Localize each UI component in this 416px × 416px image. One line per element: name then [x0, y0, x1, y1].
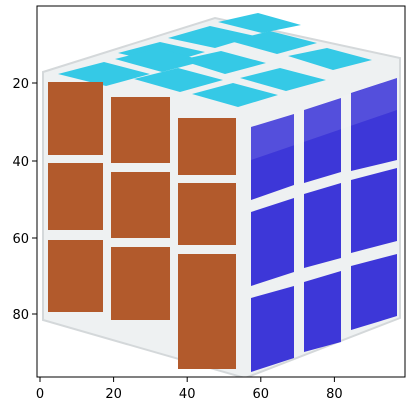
- top-sticker: [288, 48, 372, 70]
- y-tick-label: 40: [12, 155, 29, 170]
- right-sticker: [304, 183, 341, 268]
- top-sticker: [168, 26, 255, 48]
- y-tick-label: 20: [12, 77, 29, 92]
- top-sticker: [115, 48, 204, 72]
- front-sticker: [111, 247, 170, 320]
- top-sticker: [180, 51, 266, 74]
- top-sticker: [218, 13, 301, 33]
- top-face: [58, 13, 372, 107]
- x-tick-label: 20: [105, 387, 122, 402]
- front-sticker: [48, 82, 103, 155]
- front-sticker: [178, 118, 236, 175]
- right-sticker: [251, 114, 294, 200]
- x-tick-label: 40: [179, 387, 196, 402]
- top-sticker: [192, 83, 278, 107]
- front-sticker: [111, 97, 170, 163]
- y-tick-label: 80: [12, 308, 29, 323]
- x-axis: 0 20 40 60 80: [36, 377, 343, 402]
- front-face: [48, 82, 236, 369]
- right-face: [251, 78, 397, 372]
- right-sticker: [304, 98, 341, 183]
- right-sticker: [251, 198, 294, 286]
- right-sticker: [351, 78, 397, 171]
- right-sticker: [251, 286, 294, 372]
- front-sticker: [178, 254, 236, 369]
- top-sticker: [230, 31, 317, 54]
- y-axis: 20 40 60 80: [12, 77, 37, 323]
- axes-frame: [36, 5, 406, 378]
- x-tick-label: 60: [253, 387, 270, 402]
- front-sticker: [48, 240, 103, 312]
- right-sticker: [304, 271, 341, 352]
- right-sticker: [351, 168, 397, 253]
- y-tick-label: 60: [12, 232, 29, 247]
- cube-shading: [251, 78, 397, 160]
- front-sticker: [178, 183, 236, 245]
- x-tick-label: 0: [36, 387, 44, 402]
- x-tick-label: 80: [326, 387, 343, 402]
- top-sticker: [58, 62, 150, 86]
- cube-photo: [37, 6, 405, 377]
- front-sticker: [111, 172, 170, 238]
- top-sticker: [240, 68, 326, 91]
- right-sticker: [351, 254, 397, 330]
- front-sticker: [48, 163, 103, 230]
- top-sticker: [134, 68, 223, 92]
